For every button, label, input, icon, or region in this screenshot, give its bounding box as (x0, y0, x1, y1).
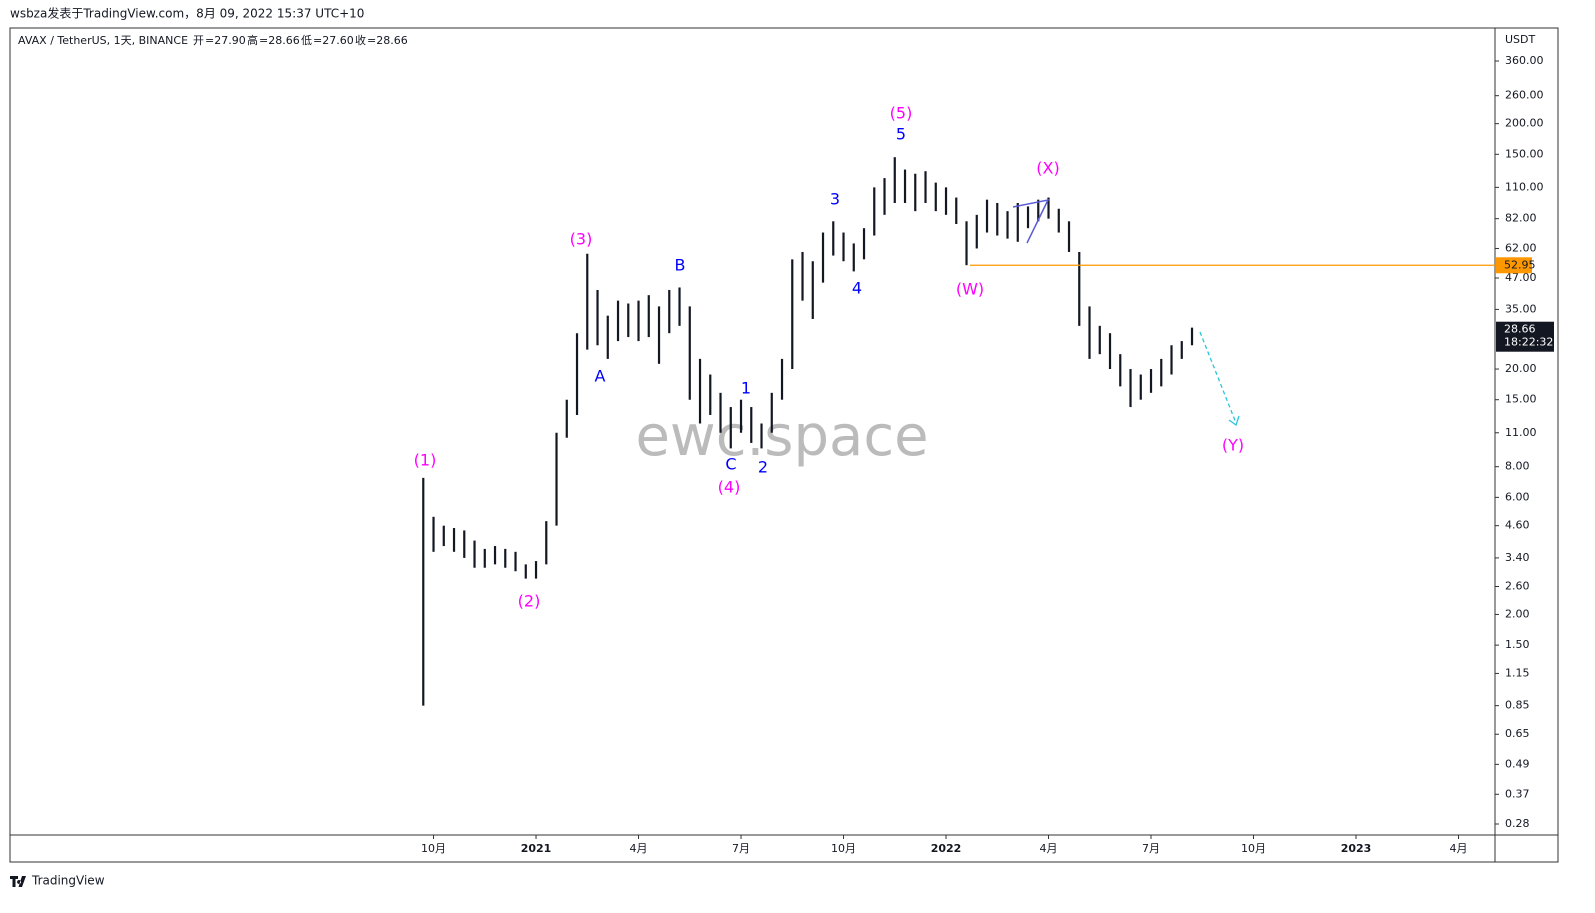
wave-label: (X) (1036, 159, 1059, 178)
y-tick-label: 82.00 (1505, 212, 1537, 225)
projection-arrow (1199, 331, 1237, 424)
y-tick-label: 150.00 (1505, 147, 1544, 160)
y-tick-label: 260.00 (1505, 89, 1544, 102)
ohlc-label: 开 (193, 34, 204, 47)
y-tick-label: 11.00 (1505, 426, 1537, 439)
x-tick-label: 2021 (521, 842, 552, 855)
wave-label: 3 (830, 190, 840, 209)
y-tick-label: 0.28 (1505, 817, 1530, 830)
ohlc-label: 低 (301, 34, 312, 47)
brand: TradingView (10, 874, 105, 888)
y-tick-label: 360.00 (1505, 54, 1544, 67)
last-price: 28.66 (1504, 323, 1536, 336)
legend: AVAX / TetherUS, 1天, BINANCE 开 =27.90 高 =28… (18, 33, 408, 47)
x-tick-label: 7月 (1142, 842, 1160, 855)
wave-label: (1) (414, 451, 437, 470)
bars (422, 157, 1194, 706)
y-tick-label: 1.15 (1505, 666, 1530, 679)
y-tick-label: 2.00 (1505, 607, 1530, 620)
y-tick-label: 47.00 (1505, 271, 1537, 284)
x-tick-label: 10月 (831, 842, 856, 855)
x-tick-label: 4月 (1450, 842, 1468, 855)
y-tick-label: 20.00 (1505, 362, 1537, 375)
x-tick-label: 7月 (732, 842, 750, 855)
ohlc-label: 高 (247, 33, 258, 47)
wave-label: 5 (896, 125, 906, 144)
wave-label: C (725, 455, 736, 474)
y-tick-label: 0.65 (1505, 727, 1530, 740)
y-tick-label: 35.00 (1505, 302, 1537, 315)
last-price-box (1496, 321, 1554, 352)
wave-label: B (675, 256, 686, 275)
y-tick-label: 1.50 (1505, 638, 1530, 651)
level-box (1496, 257, 1532, 274)
wave-label: (Y) (1222, 436, 1244, 455)
y-tick-label: 62.00 (1505, 241, 1537, 254)
arrow-head (1228, 415, 1240, 427)
frame (9, 27, 1559, 863)
wave-label: (W) (956, 280, 984, 299)
x-tick-label: 10月 (421, 842, 446, 855)
y-tick-label: 110.00 (1505, 180, 1544, 193)
x-tick-label: 10月 (1241, 842, 1266, 855)
y-tick-label: 2.60 (1505, 579, 1530, 592)
y-unit: USDT (1505, 33, 1536, 46)
countdown: 18:22:32 (1504, 336, 1553, 349)
y-tick-label: 0.49 (1505, 757, 1530, 770)
wave-label: 1 (741, 379, 751, 398)
brand-logo (10, 876, 26, 887)
wave-labels: (1) (2) (3) A B C (4) 1 2 3 4 5 (5) (W) … (414, 104, 1244, 611)
y-tick-label: 15.00 (1505, 393, 1537, 406)
wave-label: 4 (852, 279, 862, 298)
symbol: AVAX / TetherUS, 1天, BINANCE (18, 34, 188, 47)
x-tick-label: 4月 (1040, 842, 1058, 855)
y-tick-label: 3.40 (1505, 551, 1530, 564)
ohlc-value: =28.66 (259, 34, 300, 47)
ohlc-value: =27.90 (205, 34, 246, 47)
x-tick-label: 4月 (630, 842, 648, 855)
y-tick-label: 4.60 (1505, 519, 1530, 532)
y-tick-label: 0.37 (1505, 787, 1530, 800)
y-tick-label: 6.00 (1505, 490, 1530, 503)
wave-label: (3) (570, 230, 593, 249)
ohlc-value: =28.66 (367, 34, 408, 47)
watermark: ewc.space (635, 404, 928, 469)
y-tick-label: 8.00 (1505, 460, 1530, 473)
wave-label: 2 (758, 458, 768, 477)
level-label: 52.95 (1504, 258, 1536, 271)
ticks: 360.00 260.00 200.00 150.00 110.00 82.00 62.00… (421, 54, 1543, 855)
y-tick-label: 200.00 (1505, 117, 1544, 130)
wave-label: (4) (718, 478, 741, 497)
x-tick-label: 2022 (931, 842, 962, 855)
x-tick-label: 2023 (1341, 842, 1372, 855)
y-tick-label: 0.85 (1505, 699, 1530, 712)
wave-label: (2) (518, 592, 541, 611)
triangle-drawing (1012, 198, 1050, 244)
wave-label: A (595, 367, 606, 386)
wave-label: (5) (890, 104, 913, 123)
ohlc-value: =27.60 (313, 34, 354, 47)
brand-name: TradingView (31, 874, 105, 888)
ohlc-label: 收 (355, 33, 366, 47)
byline: wsbza发表于TradingView.com，8月 09, 2022 15:3… (10, 6, 364, 21)
